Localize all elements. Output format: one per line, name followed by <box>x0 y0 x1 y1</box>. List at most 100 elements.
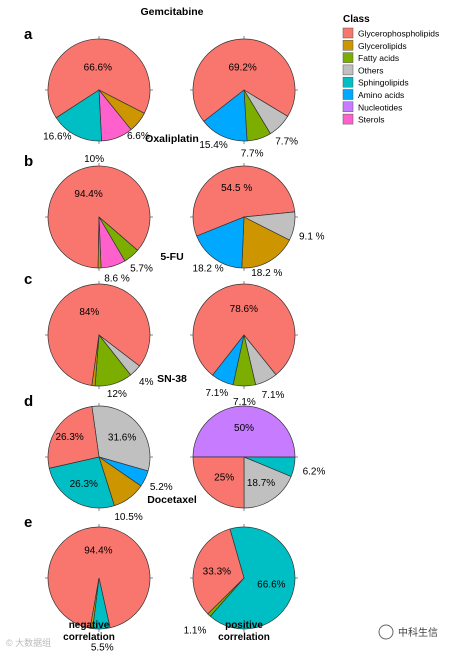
slice-label-c-0-others: 4% <box>139 377 154 388</box>
legend-swatch-sphingolipids <box>342 76 354 88</box>
slice-b-0-glycerolipids <box>97 216 102 269</box>
slice-label-a-1-glycerophospholipids: 69.2% <box>228 63 256 74</box>
panel-letter-c: c <box>24 271 32 288</box>
slice-label-c-1-others: 7.1% <box>262 390 285 401</box>
slice-label-a-0-glycerolipids: 6.6% <box>127 131 150 142</box>
slice-label-e-1-sphingolipids: 66.6% <box>257 580 285 591</box>
slice-label-b-1-glycerophospholipids: 54.5 % <box>221 183 252 194</box>
pie-a-negative <box>45 36 153 144</box>
slice-label-e-1-glycerophospholipids: 33.3% <box>203 566 231 577</box>
slice-label-e-0-glycerophospholipids: 94.4% <box>84 545 112 556</box>
pie-e-positive <box>190 524 298 632</box>
slice-label-d-0-others: 31.6% <box>108 432 136 443</box>
slice-label-d-1-nucleotides: 50% <box>234 423 254 434</box>
panel-title-a: Gemcitabine <box>140 6 203 18</box>
legend-title: Class <box>343 14 370 25</box>
slice-e-1-glycerophospholipids <box>192 528 245 615</box>
legend-swatch-nucleotides <box>342 101 354 113</box>
legend-swatch-sterols <box>342 113 354 125</box>
slice-label-a-0-sphingolipids: 16.6% <box>43 132 71 143</box>
slice-label-c-1-amino_acids: 7.1% <box>205 388 228 399</box>
column-label-positive-line2: correlation <box>218 632 270 643</box>
panel-letter-b: b <box>24 153 33 170</box>
pie-c-positive <box>190 281 298 389</box>
legend-swatch-amino_acids <box>342 89 354 100</box>
slice-b-1-glycerophospholipids <box>192 165 296 237</box>
legend-label-sphingolipids: Sphingolipids <box>358 78 409 88</box>
legend-label-glycerolipids: Glycerolipids <box>358 41 407 51</box>
wechat-logo-icon <box>378 624 394 640</box>
slice-label-c-0-glycerophospholipids: 84% <box>79 307 99 318</box>
slice-label-b-0-sterols: 8.6 % <box>104 274 130 285</box>
slice-label-d-0-sphingolipids: 26.3% <box>70 479 98 490</box>
slice-a-0-glycerophospholipids <box>47 38 151 119</box>
slice-e-1-sphingolipids <box>209 526 296 630</box>
slice-d-0-glycerophospholipids <box>47 406 100 469</box>
slice-label-d-1-others: 18.7% <box>247 478 275 489</box>
slice-label-a-0-sterols: 10% <box>84 154 104 165</box>
legend <box>342 27 354 125</box>
legend-swatch-others <box>342 64 354 76</box>
panel-title-d: SN-38 <box>157 373 187 385</box>
slice-b-1-amino_acids <box>196 216 245 269</box>
slice-a-1-glycerophospholipids <box>192 38 296 122</box>
slice-c-1-amino_acids <box>212 334 245 386</box>
legend-label-amino_acids: Amino acids <box>358 90 404 100</box>
slice-label-b-0-fatty_acids: 5.7% <box>130 263 153 274</box>
slice-label-a-0-glycerophospholipids: 66.6% <box>84 63 112 74</box>
pie-b-negative <box>45 163 153 271</box>
pie-a-positive <box>190 36 298 144</box>
watermark-left: © 大数据组 <box>6 637 51 648</box>
slice-label-b-1-amino_acids: 18.2 % <box>193 263 224 274</box>
column-label-negative-line1: negative <box>69 620 110 631</box>
legend-label-others: Others <box>358 65 384 75</box>
slice-d-0-others <box>91 405 151 472</box>
slice-label-d-0-glycerophospholipids: 26.3% <box>55 432 83 443</box>
panel-title-e: Docetaxel <box>147 494 197 506</box>
slice-label-c-1-fatty_acids: 7.1% <box>233 397 256 408</box>
column-label-negative-line2: correlation <box>63 632 115 643</box>
slice-a-0-sphingolipids <box>55 89 102 142</box>
pie-d-positive <box>190 403 298 511</box>
slice-a-1-amino_acids <box>203 89 248 142</box>
slice-label-b-0-glycerophospholipids: 94.4% <box>74 189 102 200</box>
panel-title-b: Oxaliplatin <box>145 133 199 145</box>
slice-label-b-1-glycerolipids: 18.2 % <box>251 268 282 279</box>
slice-label-d-1-glycerophospholipids: 25% <box>214 472 234 483</box>
slice-c-0-glycerolipids <box>91 334 100 387</box>
legend-label-glycerophospholipids: Glycerophospholipids <box>358 29 439 39</box>
pie-e-negative <box>45 524 153 632</box>
column-label-positive-line1: positive <box>225 620 263 631</box>
legend-label-fatty_acids: Fatty acids <box>358 53 399 63</box>
legend-swatch-fatty_acids <box>342 52 354 63</box>
slice-e-0-glycerolipids <box>89 577 100 629</box>
pie-b-positive <box>190 163 298 271</box>
panel-letter-a: a <box>24 26 33 43</box>
slice-label-c-1-glycerophospholipids: 78.6% <box>230 304 258 315</box>
slice-label-a-1-amino_acids: 15.4% <box>199 140 227 151</box>
slice-label-d-1-sphingolipids: 6.2% <box>303 467 326 478</box>
legend-swatch-glycerophospholipids <box>342 27 354 39</box>
slice-d-1-glycerophospholipids <box>192 456 245 509</box>
slice-d-1-nucleotides <box>192 405 296 458</box>
slice-label-c-0-fatty_acids: 12% <box>107 389 127 400</box>
slice-label-a-1-others: 7.7% <box>275 136 298 147</box>
slice-b-1-glycerolipids <box>241 216 290 269</box>
watermark-right: 中科生信 <box>398 626 438 639</box>
slice-label-d-0-amino_acids: 5.2% <box>150 482 173 493</box>
slice-label-b-1-others: 9.1 % <box>299 231 325 242</box>
slice-label-e-1-fatty_acids: 1.1% <box>184 625 207 636</box>
slice-d-0-sphingolipids <box>48 456 115 509</box>
slice-c-1-glycerophospholipids <box>192 283 296 376</box>
legend-label-nucleotides: Nucleotides <box>358 102 402 112</box>
slice-d-1-others <box>243 456 292 509</box>
legend-swatch-glycerolipids <box>342 40 354 51</box>
slice-label-a-1-fatty_acids: 7.7% <box>241 149 264 160</box>
slice-e-0-glycerophospholipids <box>47 526 151 629</box>
panel-letter-e: e <box>24 514 32 531</box>
legend-label-sterols: Sterols <box>358 115 384 125</box>
panel-letter-d: d <box>24 393 33 410</box>
panel-title-c: 5-FU <box>160 251 183 263</box>
pie-c-negative <box>45 281 153 389</box>
